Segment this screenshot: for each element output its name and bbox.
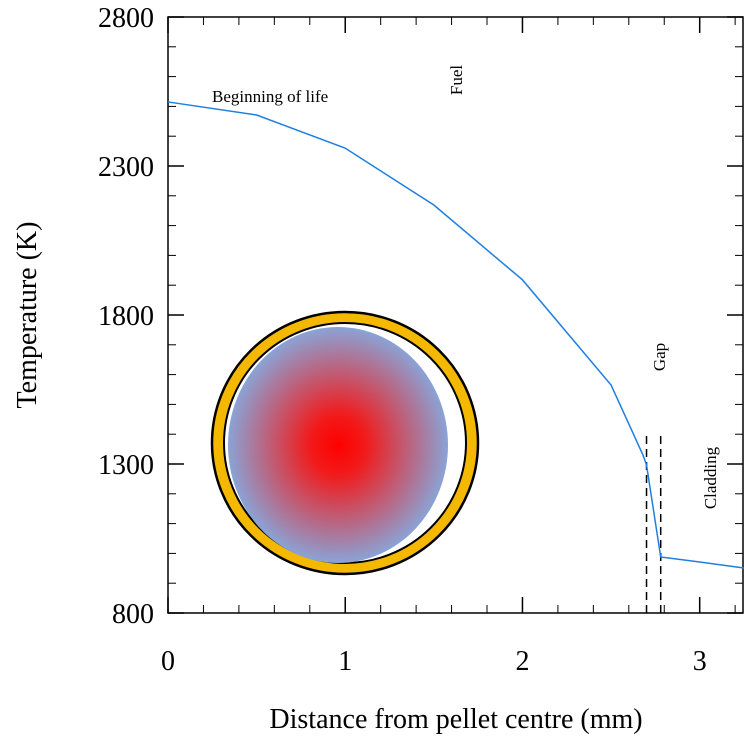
y-tick-label: 1800 <box>98 301 154 332</box>
series-label: Beginning of life <box>212 87 328 106</box>
pellet-illustration <box>210 310 480 576</box>
annotation: Cladding <box>701 446 720 509</box>
annotation: Fuel <box>447 65 466 96</box>
x-tick-label: 1 <box>338 646 352 677</box>
y-tick-label: 1300 <box>98 450 154 481</box>
x-axis-title: Distance from pellet centre (mm) <box>269 704 642 735</box>
y-tick-label: 2800 <box>98 3 154 34</box>
annotation: Gap <box>650 343 669 371</box>
y-axis-title: Temperature (K) <box>12 222 43 409</box>
temperature-line <box>167 101 744 569</box>
x-tick-label: 2 <box>515 646 529 677</box>
x-tick-label: 3 <box>693 646 707 677</box>
x-tick-label: 0 <box>161 646 175 677</box>
y-tick-label: 2300 <box>98 152 154 183</box>
y-tick-label: 800 <box>112 599 154 630</box>
